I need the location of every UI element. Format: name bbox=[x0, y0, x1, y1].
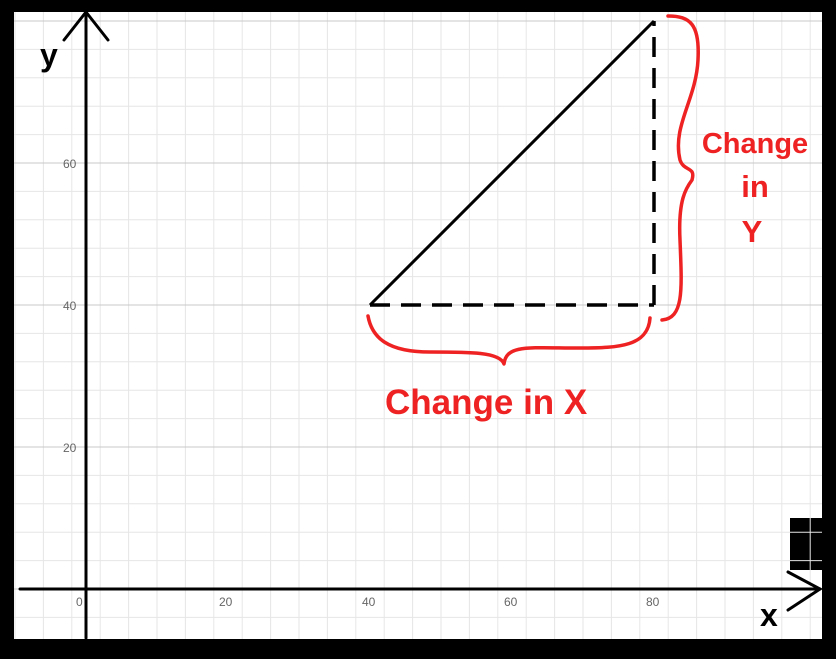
change-in-y-label-line1: Change bbox=[702, 128, 808, 160]
y-tick-label: 20 bbox=[63, 441, 77, 455]
y-axis-name: y bbox=[40, 37, 58, 73]
change-in-y-brace bbox=[660, 14, 700, 322]
x-tick-label: 20 bbox=[219, 595, 233, 609]
change-in-x-brace bbox=[366, 314, 652, 366]
y-tick-label: 60 bbox=[63, 157, 77, 171]
grid-lines bbox=[14, 12, 822, 639]
y-tick-label: 40 bbox=[63, 299, 77, 313]
x-tick-label: 60 bbox=[504, 595, 518, 609]
change-in-y-label-line3: Y bbox=[742, 214, 763, 249]
hypotenuse-line bbox=[368, 19, 656, 307]
corner-shadow bbox=[790, 518, 822, 570]
x-tick-label: 40 bbox=[362, 595, 376, 609]
x-tick-label: 80 bbox=[646, 595, 660, 609]
change-in-y-label-line2: in bbox=[741, 169, 769, 204]
graph-paper bbox=[14, 12, 822, 639]
axes bbox=[18, 9, 823, 640]
x-origin-label: 0 bbox=[76, 595, 83, 609]
change-in-x-label: Change in X bbox=[385, 383, 588, 422]
x-axis-arrow-icon bbox=[786, 570, 823, 612]
x-axis-name: x bbox=[760, 597, 778, 633]
y-axis-arrow-icon bbox=[62, 9, 110, 42]
